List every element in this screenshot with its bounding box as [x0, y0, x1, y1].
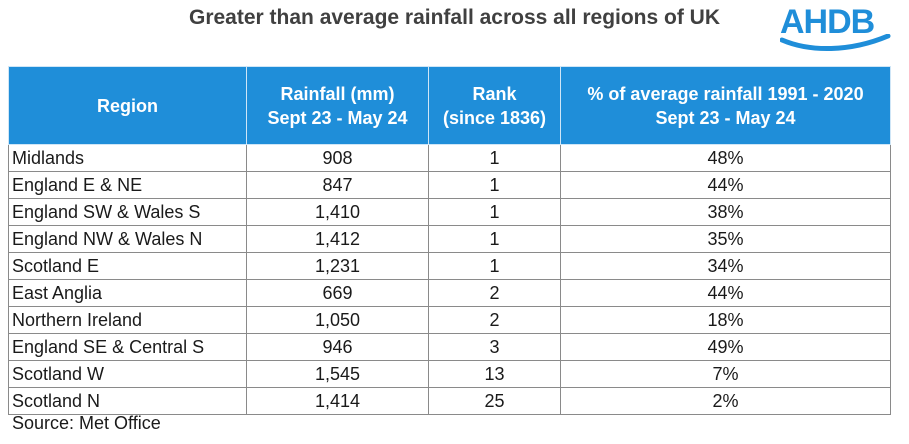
cell-rank: 1 — [428, 252, 561, 280]
cell-rank: 3 — [428, 333, 561, 361]
cell-region: Scotland E — [8, 252, 247, 280]
cell-percent: 38% — [560, 198, 891, 226]
table-row: England SW & Wales S 1,410 1 38% — [8, 198, 891, 226]
cell-region: England NW & Wales N — [8, 225, 247, 253]
cell-percent: 35% — [560, 225, 891, 253]
cell-rainfall: 1,545 — [246, 360, 429, 388]
cell-percent: 44% — [560, 171, 891, 199]
logo-text: AHDB — [780, 3, 875, 41]
cell-rainfall: 908 — [246, 144, 429, 172]
cell-rank: 1 — [428, 225, 561, 253]
cell-rainfall: 1,231 — [246, 252, 429, 280]
cell-region: East Anglia — [8, 279, 247, 307]
header-percent-line2: Sept 23 - May 24 — [655, 107, 796, 128]
cell-region: England SW & Wales S — [8, 198, 247, 226]
cell-region: England SE & Central S — [8, 333, 247, 361]
table-row: Northern Ireland 1,050 2 18% — [8, 306, 891, 334]
cell-rank: 25 — [428, 387, 561, 415]
chart-title: Greater than average rainfall across all… — [188, 6, 721, 29]
table-row: Scotland N 1,414 25 2% — [8, 387, 891, 415]
cell-percent: 2% — [560, 387, 891, 415]
header-region-line1: Region — [97, 95, 158, 116]
header-rank-line1: Rank — [472, 83, 517, 104]
cell-rank: 1 — [428, 144, 561, 172]
cell-rank: 1 — [428, 198, 561, 226]
cell-region: Midlands — [8, 144, 247, 172]
cell-rainfall: 847 — [246, 171, 429, 199]
logo-wave-icon — [780, 34, 891, 52]
cell-rank: 2 — [428, 306, 561, 334]
cell-percent: 48% — [560, 144, 891, 172]
header-rank: Rank (since 1836) — [428, 66, 561, 145]
header-rank-line2: (since 1836) — [442, 107, 547, 128]
table-header-row: Region Rainfall (mm) Sept 23 - May 24 Ra… — [8, 66, 891, 145]
cell-rainfall: 669 — [246, 279, 429, 307]
cell-rainfall: 946 — [246, 333, 429, 361]
cell-region: Scotland W — [8, 360, 247, 388]
cell-region: England E & NE — [8, 171, 247, 199]
cell-rank: 1 — [428, 171, 561, 199]
cell-rainfall: 1,414 — [246, 387, 429, 415]
cell-region: Scotland N — [8, 387, 247, 415]
table-row: East Anglia 669 2 44% — [8, 279, 891, 307]
source-note: Source: Met Office — [12, 413, 161, 433]
table-row: Scotland E 1,231 1 34% — [8, 252, 891, 280]
table-row: Midlands 908 1 48% — [8, 144, 891, 172]
table-row: England SE & Central S 946 3 49% — [8, 333, 891, 361]
table-row: England E & NE 847 1 44% — [8, 171, 891, 199]
header-rainfall-line2: Sept 23 - May 24 — [267, 107, 408, 128]
cell-rank: 2 — [428, 279, 561, 307]
table-row: Scotland W 1,545 13 7% — [8, 360, 891, 388]
header-percent: % of average rainfall 1991 - 2020 Sept 2… — [560, 66, 891, 145]
cell-percent: 7% — [560, 360, 891, 388]
table-body: Midlands 908 1 48% England E & NE 847 1 44% Engl… — [8, 144, 891, 415]
header-rainfall-line1: Rainfall (mm) — [280, 83, 395, 104]
cell-rainfall: 1,050 — [246, 306, 429, 334]
cell-region: Northern Ireland — [8, 306, 247, 334]
cell-percent: 18% — [560, 306, 891, 334]
header-region: Region — [8, 66, 247, 145]
rainfall-table: Region Rainfall (mm) Sept 23 - May 24 Ra… — [8, 66, 891, 415]
cell-percent: 44% — [560, 279, 891, 307]
ahdb-logo: AHDB — [780, 4, 892, 54]
header-rainfall: Rainfall (mm) Sept 23 - May 24 — [246, 66, 429, 145]
cell-percent: 49% — [560, 333, 891, 361]
cell-percent: 34% — [560, 252, 891, 280]
cell-rank: 13 — [428, 360, 561, 388]
table-row: England NW & Wales N 1,412 1 35% — [8, 225, 891, 253]
cell-rainfall: 1,412 — [246, 225, 429, 253]
cell-rainfall: 1,410 — [246, 198, 429, 226]
header-percent-line1: % of average rainfall 1991 - 2020 — [587, 83, 864, 104]
